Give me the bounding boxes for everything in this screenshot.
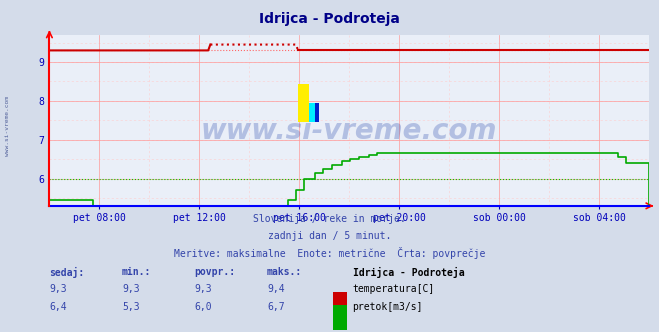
Text: 9,3: 9,3 — [122, 284, 140, 294]
Text: Idrijca - Podroteja: Idrijca - Podroteja — [259, 12, 400, 26]
Text: temperatura[C]: temperatura[C] — [353, 284, 435, 294]
Text: maks.:: maks.: — [267, 267, 302, 277]
Text: www.si-vreme.com: www.si-vreme.com — [5, 96, 11, 156]
Text: Meritve: maksimalne  Enote: metrične  Črta: povprečje: Meritve: maksimalne Enote: metrične Črta… — [174, 247, 485, 259]
FancyBboxPatch shape — [309, 103, 320, 122]
Text: zadnji dan / 5 minut.: zadnji dan / 5 minut. — [268, 231, 391, 241]
FancyBboxPatch shape — [309, 103, 315, 122]
Text: min.:: min.: — [122, 267, 152, 277]
Text: Idrijca - Podroteja: Idrijca - Podroteja — [353, 267, 464, 278]
FancyBboxPatch shape — [299, 84, 309, 122]
Text: 5,3: 5,3 — [122, 302, 140, 312]
Text: 9,3: 9,3 — [194, 284, 212, 294]
Text: 9,4: 9,4 — [267, 284, 285, 294]
Text: www.si-vreme.com: www.si-vreme.com — [201, 117, 498, 145]
Text: sedaj:: sedaj: — [49, 267, 84, 278]
Text: 6,0: 6,0 — [194, 302, 212, 312]
Text: 6,7: 6,7 — [267, 302, 285, 312]
Text: povpr.:: povpr.: — [194, 267, 235, 277]
Text: Slovenija / reke in morje.: Slovenija / reke in morje. — [253, 214, 406, 224]
Text: 9,3: 9,3 — [49, 284, 67, 294]
Text: pretok[m3/s]: pretok[m3/s] — [353, 302, 423, 312]
Text: 6,4: 6,4 — [49, 302, 67, 312]
